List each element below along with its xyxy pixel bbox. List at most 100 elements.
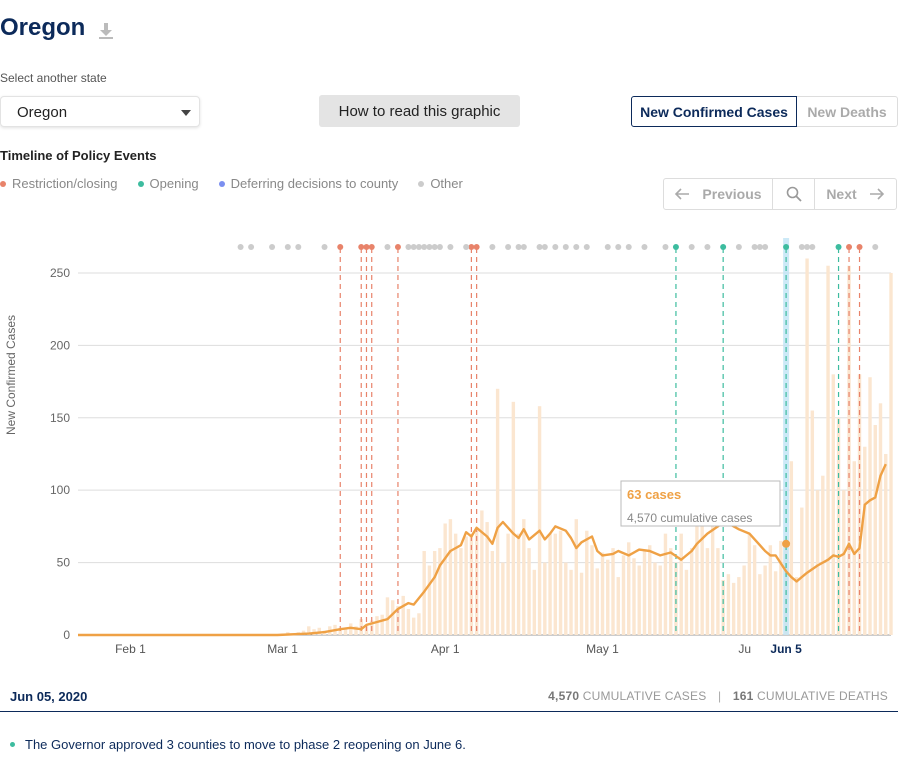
arrow-right-icon	[869, 188, 884, 200]
chart-bar	[863, 446, 867, 635]
event-lines	[339, 248, 861, 635]
chart-bar	[511, 401, 516, 635]
chart-bar	[349, 623, 353, 635]
chart-bar	[380, 614, 384, 635]
other-dot-icon	[418, 180, 425, 187]
chart-bar	[679, 533, 683, 635]
y-tick-label: 250	[50, 266, 70, 280]
chart-bar	[731, 582, 736, 635]
chart-bar	[873, 425, 877, 635]
other-event-dot	[405, 244, 412, 250]
chart-bar	[763, 565, 767, 635]
chart-bar	[543, 562, 547, 635]
cumulative-deaths-value: 161	[732, 689, 754, 703]
event-dot	[856, 244, 863, 250]
download-icon[interactable]	[98, 22, 114, 40]
legend-label: Opening	[149, 176, 199, 191]
chart-bar	[590, 545, 594, 635]
other-event-dot	[410, 244, 417, 250]
chart-bar	[878, 403, 883, 635]
chart-bar	[632, 558, 636, 635]
chart-bar	[317, 627, 321, 635]
previous-button[interactable]: Previous	[664, 179, 773, 209]
other-event-dot	[447, 244, 454, 250]
event-dot	[783, 244, 790, 250]
other-event-dot	[804, 244, 811, 250]
chart-bar	[522, 519, 526, 635]
other-event-dot	[541, 244, 548, 250]
other-event-dot	[426, 244, 433, 250]
chart-bars	[280, 238, 893, 635]
chart-bar	[627, 542, 631, 635]
opening-dot-icon	[137, 180, 144, 187]
chart-bar	[836, 417, 841, 635]
selected-point	[782, 539, 791, 548]
chart-bar	[532, 569, 537, 635]
page-title: Oregon	[0, 14, 86, 41]
chart-bar	[805, 258, 809, 635]
event-dot	[720, 244, 727, 250]
chart-bar	[443, 523, 447, 635]
next-button[interactable]: Next	[815, 179, 896, 209]
tab-new-confirmed-cases[interactable]: New Confirmed Cases	[631, 96, 797, 127]
other-event-dot	[604, 244, 611, 250]
other-event-dot	[248, 244, 255, 250]
chart-bar	[868, 377, 872, 635]
chart-bar	[884, 453, 888, 635]
chart-bar	[705, 548, 710, 635]
event-navigation: Previous Next	[663, 178, 897, 210]
chart-bar	[758, 574, 762, 635]
opening-dot-icon	[10, 742, 15, 747]
cumulative-cases-label: CUMULATIVE CASES	[582, 689, 707, 703]
other-event-dot	[284, 244, 291, 250]
chart-bar	[495, 388, 500, 635]
event-dot	[672, 244, 679, 250]
y-axis-label: New Confirmed Cases	[4, 315, 18, 435]
y-tick-label: 50	[57, 556, 71, 570]
chart-bar	[747, 533, 752, 635]
other-event-dot	[520, 244, 527, 250]
chart-bar	[668, 548, 673, 635]
how-to-read-button[interactable]: How to read this graphic	[319, 95, 520, 127]
chart-line	[78, 463, 887, 637]
chart-bar	[716, 548, 720, 635]
search-button[interactable]	[773, 179, 815, 209]
other-event-dot	[436, 244, 443, 250]
timeline-title: Timeline of Policy Events	[0, 148, 157, 163]
x-tick-label: May 1	[586, 642, 619, 656]
chart-bar	[674, 562, 678, 635]
tooltip-cumulative: 4,570 cumulative cases	[627, 511, 752, 525]
next-label: Next	[826, 186, 857, 202]
other-event-dot	[809, 244, 816, 250]
tab-new-deaths[interactable]: New Deaths	[797, 96, 898, 127]
event-dot	[358, 244, 365, 250]
other-event-dot	[872, 244, 879, 250]
chart-bar	[569, 569, 573, 635]
chart-bar	[375, 616, 379, 635]
state-select[interactable]: Oregon	[0, 96, 200, 127]
y-tick-label: 0	[63, 628, 70, 642]
y-tick-label: 200	[50, 338, 70, 352]
chart-bar	[752, 545, 757, 635]
other-event-dot	[573, 244, 580, 250]
event-dot	[394, 244, 401, 250]
legend-label: Deferring decisions to county	[230, 176, 399, 191]
chart-bar	[695, 526, 699, 635]
chart-bar	[616, 577, 620, 635]
chart-bar	[464, 536, 468, 635]
chart-bar	[427, 565, 432, 635]
chart-bar	[585, 530, 589, 635]
chart-bar	[684, 569, 689, 635]
chart-bar	[794, 577, 799, 635]
chart-bar	[385, 597, 390, 635]
other-event-dot	[735, 244, 742, 250]
chart-bar	[417, 613, 421, 635]
chart-bar	[501, 562, 505, 635]
chart-bar	[480, 510, 484, 635]
chart-bar	[889, 272, 893, 635]
other-event-dot	[688, 244, 695, 250]
arrow-left-icon	[675, 188, 690, 200]
chart-bar	[710, 526, 715, 635]
x-tick-label: Apr 1	[431, 642, 460, 656]
other-event-dot	[583, 244, 590, 250]
